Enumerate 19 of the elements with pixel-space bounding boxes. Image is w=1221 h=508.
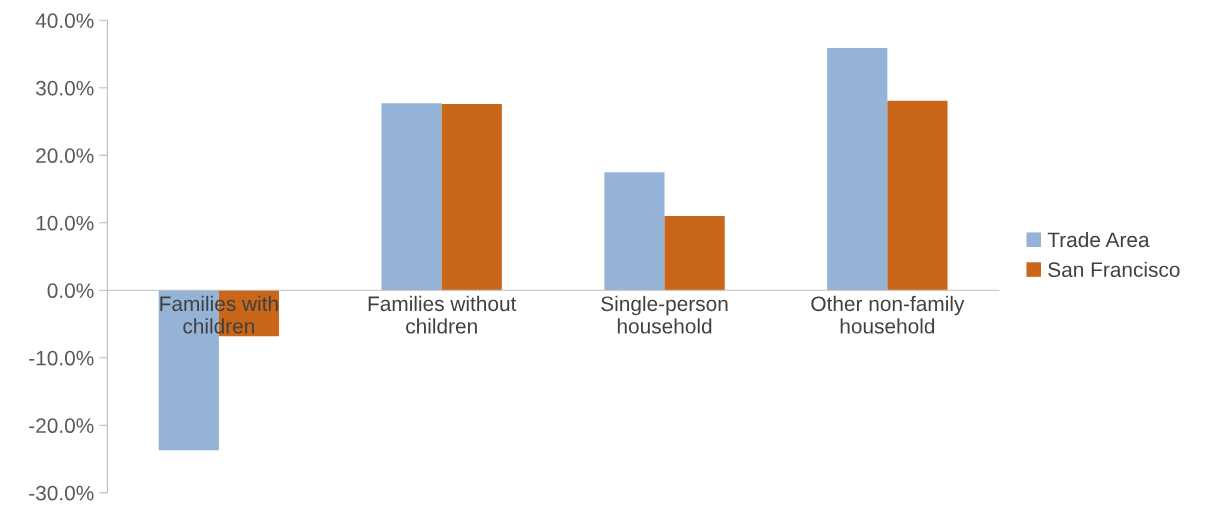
x-tick-label: Families without children xyxy=(368,295,517,334)
x-tick-label: Single-person household xyxy=(601,295,728,334)
bar xyxy=(664,216,725,291)
y-tick-label: -30.0% xyxy=(29,485,94,501)
y-tick-label: -20.0% xyxy=(29,418,94,434)
y-tick-label: -10.0% xyxy=(29,350,94,366)
y-tick-label: 20.0% xyxy=(36,148,94,164)
y-tick-label: 0.0% xyxy=(47,283,94,299)
legend-label: San Francisco xyxy=(1048,261,1180,278)
bar xyxy=(381,103,442,291)
bar xyxy=(827,47,888,291)
y-tick-label: 30.0% xyxy=(35,80,94,96)
legend-label: Trade Area xyxy=(1047,231,1150,248)
bar xyxy=(887,100,948,291)
y-tick-label: 10.0% xyxy=(36,215,94,231)
bar xyxy=(441,104,502,291)
y-tick-label: 40.0% xyxy=(35,13,94,29)
x-tick-label: Other non-family household xyxy=(811,295,965,334)
bar xyxy=(604,172,665,291)
